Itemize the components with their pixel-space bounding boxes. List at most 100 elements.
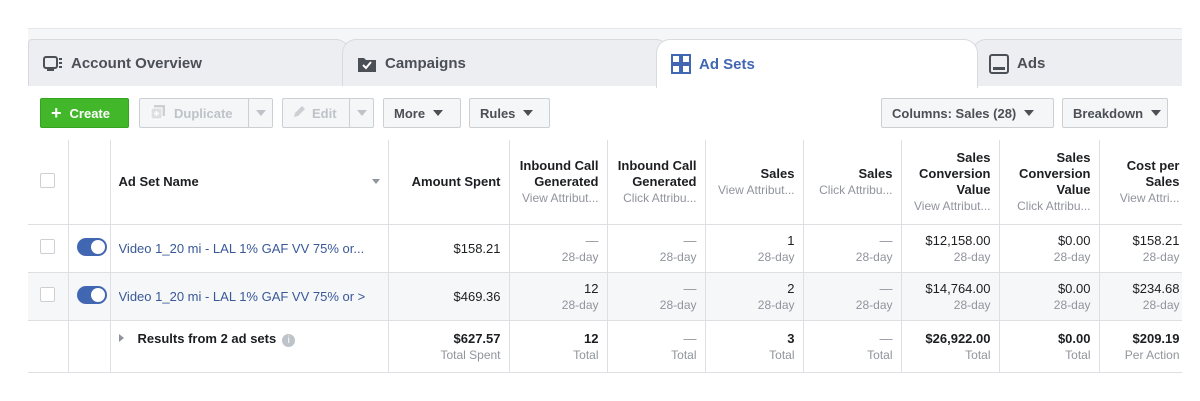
- duplicate-button[interactable]: Duplicate: [139, 98, 251, 128]
- cell-value: $627.57: [453, 330, 501, 346]
- cost-per-sales-cell: $158.21 28-day: [1099, 224, 1182, 273]
- expand-caret-icon[interactable]: [118, 333, 124, 342]
- create-button[interactable]: + Create: [40, 98, 129, 128]
- sales-view-cell: 2 28-day: [705, 272, 804, 321]
- tab-account-overview[interactable]: Account Overview: [28, 39, 350, 87]
- duplicate-label: Duplicate: [174, 105, 233, 121]
- row-checkbox[interactable]: [40, 287, 56, 302]
- cell-value: —: [585, 232, 599, 248]
- cell-sub: 28-day: [953, 297, 991, 312]
- totals-blank-cell: [28, 320, 69, 373]
- row-toggle-cell: [68, 272, 111, 321]
- column-header-label: Amount Spent: [411, 173, 501, 189]
- chevron-down-icon: [433, 110, 444, 116]
- select-all-checkbox[interactable]: [40, 172, 56, 188]
- account-overview-icon: [43, 54, 63, 74]
- column-header-name[interactable]: Ad Set Name: [110, 140, 389, 225]
- tab-ad-sets[interactable]: Ad Sets: [656, 39, 978, 88]
- pencil-icon: [293, 105, 306, 121]
- cell-sub: Total Spent: [440, 347, 501, 362]
- edit-dropdown-button[interactable]: [349, 98, 374, 128]
- edit-label: Edit: [312, 105, 337, 121]
- tab-campaigns[interactable]: Campaigns: [342, 39, 670, 87]
- column-header-sales-click[interactable]: Sales Click Attribu...: [803, 140, 902, 225]
- cell-value: $0.00: [1057, 330, 1091, 346]
- rules-dropdown[interactable]: Rules: [469, 98, 550, 128]
- column-header-amount-spent[interactable]: Amount Spent: [388, 140, 510, 225]
- sort-caret-icon: [371, 179, 380, 185]
- tab-label: Account Overview: [71, 55, 202, 72]
- chevron-down-icon: [523, 110, 534, 116]
- ad-set-name-link[interactable]: Video 1_20 mi - LAL 1% GAF VV 75% or >: [118, 288, 366, 304]
- scv-view-cell: $14,764.00 28-day: [901, 272, 1000, 321]
- scv-view-cell: $12,158.00 28-day: [901, 224, 1000, 273]
- cell-sub: 28-day: [1053, 297, 1091, 312]
- cell-sub: 28-day: [757, 297, 795, 312]
- column-header-sub: View Attribut...: [718, 183, 795, 198]
- breakdown-dropdown[interactable]: Breakdown: [1062, 98, 1168, 128]
- column-header-scv-click[interactable]: Sales Conversion Value Click Attribu...: [999, 140, 1100, 225]
- column-header-scv-view[interactable]: Sales Conversion Value View Attribut...: [901, 140, 1000, 225]
- toggle-header-cell: [68, 140, 111, 225]
- rules-label: Rules: [480, 105, 516, 121]
- tab-ads[interactable]: Ads: [972, 39, 1182, 87]
- total-amount-spent-cell: $627.57 Total Spent: [388, 320, 510, 373]
- edit-button[interactable]: Edit: [282, 98, 352, 128]
- total-scv-click-cell: $0.00 Total: [999, 320, 1100, 373]
- cell-sub: Total: [1065, 347, 1091, 362]
- tab-label: Ad Sets: [699, 55, 755, 73]
- ad-sets-grid-icon: [671, 54, 691, 74]
- totals-label: Results from 2 ad sets: [137, 330, 277, 346]
- cell-value: $14,764.00: [925, 280, 991, 296]
- totals-blank-cell: [68, 320, 111, 373]
- inbound-view-cell: 12 28-day: [509, 272, 608, 321]
- cell-sub: Total: [671, 347, 697, 362]
- column-header-sub: View Attri...: [1119, 191, 1180, 206]
- column-header-inbound-click[interactable]: Inbound Call Generated Click Attribu...: [607, 140, 706, 225]
- column-header-sales-view[interactable]: Sales View Attribut...: [705, 140, 804, 225]
- cell-sub: 28-day: [855, 249, 893, 264]
- cell-value: 2: [787, 280, 795, 296]
- total-inbound-view-cell: 12 Total: [509, 320, 608, 373]
- cost-per-sales-cell: $234.68 28-day: [1099, 272, 1182, 321]
- info-icon[interactable]: i: [282, 333, 296, 347]
- more-dropdown[interactable]: More: [383, 98, 461, 128]
- ad-sets-panel: + Create Duplicate Edit: [28, 86, 1182, 374]
- columns-label: Columns: Sales (28): [892, 105, 1017, 121]
- chevron-down-icon: [255, 110, 266, 116]
- column-header-cost-per-sales[interactable]: Cost per Sales View Attri...: [1099, 140, 1182, 225]
- cell-value: $0.00: [1057, 232, 1091, 248]
- inbound-click-cell: —28-day: [607, 272, 706, 321]
- cell-value: 12: [584, 330, 599, 346]
- ad-set-name-link[interactable]: Video 1_20 mi - LAL 1% GAF VV 75% or...: [118, 240, 365, 256]
- total-sales-view-cell: 3 Total: [705, 320, 804, 373]
- breakdown-label: Breakdown: [1073, 105, 1144, 121]
- amount-spent-value: $469.36: [453, 288, 501, 304]
- column-header-inbound-view[interactable]: Inbound Call Generated View Attribut...: [509, 140, 608, 225]
- chevron-down-icon: [1151, 110, 1162, 116]
- chevron-down-icon: [1024, 110, 1035, 116]
- scv-click-cell: $0.00 28-day: [999, 224, 1100, 273]
- ad-set-status-toggle[interactable]: [76, 237, 107, 256]
- columns-dropdown[interactable]: Columns: Sales (28): [881, 98, 1054, 128]
- ad-sets-table: Ad Set Name Amount Spent Inbound Call Ge…: [28, 140, 1182, 373]
- sales-click-cell: —28-day: [803, 272, 902, 321]
- total-inbound-click-cell: — Total: [607, 320, 706, 373]
- cell-sub: 28-day: [659, 297, 697, 312]
- chevron-down-icon: [356, 110, 367, 116]
- total-scv-view-cell: $26,922.00 Total: [901, 320, 1000, 373]
- duplicate-dropdown-button[interactable]: [248, 98, 273, 128]
- tab-label: Ads: [1017, 55, 1046, 72]
- ad-set-name-cell: Video 1_20 mi - LAL 1% GAF VV 75% or >: [110, 272, 389, 321]
- column-header-sub: View Attribut...: [522, 191, 599, 206]
- ad-set-status-toggle[interactable]: [76, 285, 107, 304]
- table-header-row: Ad Set Name Amount Spent Inbound Call Ge…: [28, 140, 1182, 225]
- cell-sub: 28-day: [953, 249, 991, 264]
- row-checkbox[interactable]: [40, 239, 56, 254]
- sales-view-cell: 1 28-day: [705, 224, 804, 273]
- cell-sub: Total: [573, 347, 599, 362]
- cell-sub: 28-day: [659, 249, 697, 264]
- create-label: Create: [69, 105, 110, 121]
- table-row: Video 1_20 mi - LAL 1% GAF VV 75% or > $…: [28, 272, 1182, 321]
- cell-sub: 28-day: [1053, 249, 1091, 264]
